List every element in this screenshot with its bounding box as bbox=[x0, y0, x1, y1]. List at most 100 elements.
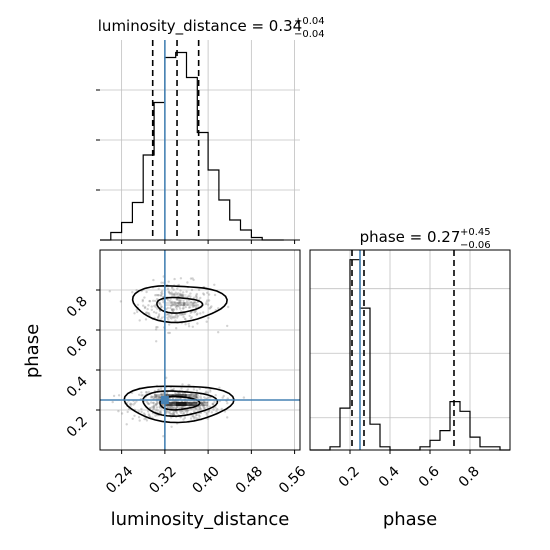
sample-point bbox=[182, 313, 185, 316]
sample-point bbox=[206, 391, 210, 394]
density-cell bbox=[175, 294, 187, 298]
sample-point bbox=[189, 417, 193, 420]
sample-point bbox=[201, 405, 205, 408]
sample-point bbox=[154, 403, 157, 406]
sample-point bbox=[148, 300, 152, 303]
sample-point bbox=[194, 408, 197, 411]
sample-point bbox=[171, 315, 174, 318]
sample-point bbox=[171, 293, 174, 296]
sample-point bbox=[171, 304, 174, 307]
sample-point bbox=[226, 416, 229, 419]
sample-point bbox=[204, 302, 208, 306]
title-plus: +0.04 bbox=[294, 16, 325, 27]
sample-point bbox=[182, 299, 185, 302]
sample-point bbox=[174, 315, 177, 318]
sample-point bbox=[170, 317, 173, 320]
sample-point bbox=[167, 313, 170, 316]
sample-point bbox=[226, 397, 229, 400]
sample-point bbox=[175, 316, 179, 319]
sample-point bbox=[172, 411, 176, 415]
sample-point bbox=[169, 306, 172, 310]
sample-point bbox=[152, 299, 155, 302]
contour-upper-outer bbox=[131, 284, 228, 324]
sample-point bbox=[160, 291, 163, 294]
histogram-step-line bbox=[100, 51, 284, 241]
sample-point bbox=[188, 314, 191, 318]
sample-point bbox=[155, 326, 158, 329]
sample-point bbox=[180, 313, 183, 316]
sample-point bbox=[175, 306, 178, 309]
title-minus: −0.04 bbox=[294, 29, 325, 40]
sample-point bbox=[144, 318, 148, 321]
sample-point bbox=[159, 410, 162, 413]
sample-point bbox=[155, 408, 158, 412]
sample-point bbox=[183, 302, 186, 306]
sample-point bbox=[144, 311, 148, 314]
sample-point bbox=[159, 392, 163, 396]
phase-histogram-panel: phase = 0.27 +0.45 −0.06 bbox=[309, 227, 511, 451]
sample-point bbox=[206, 303, 210, 306]
sample-point bbox=[194, 416, 197, 419]
sample-point bbox=[199, 312, 202, 315]
sample-point bbox=[155, 340, 158, 343]
sample-point bbox=[142, 412, 146, 415]
sample-point bbox=[168, 410, 171, 413]
x-tick-label-phase: 0.6 bbox=[416, 463, 443, 490]
panel-border bbox=[99, 249, 301, 451]
sample-point bbox=[173, 303, 176, 306]
contour-lower-mid bbox=[142, 390, 219, 418]
sample-point bbox=[198, 387, 201, 390]
sample-point bbox=[182, 418, 185, 421]
sample-point bbox=[177, 298, 180, 301]
sample-point bbox=[212, 402, 215, 405]
x-tick-label-phase: 0.8 bbox=[456, 464, 483, 491]
sample-point bbox=[220, 407, 223, 411]
sample-point bbox=[179, 301, 182, 304]
sample-point bbox=[173, 293, 177, 296]
sample-point bbox=[156, 294, 160, 297]
sample-point bbox=[150, 396, 154, 399]
y-tick-marks bbox=[96, 89, 300, 244]
sample-point bbox=[195, 389, 199, 392]
luminosity-distance-histogram-panel: luminosity_distance = 0.34 +0.04 −0.04 bbox=[96, 16, 325, 244]
sample-point bbox=[189, 295, 192, 298]
sample-point bbox=[157, 388, 160, 392]
density-cell bbox=[164, 402, 176, 406]
sample-point bbox=[196, 394, 200, 397]
sample-point bbox=[155, 394, 158, 397]
sample-point bbox=[197, 408, 200, 411]
sample-point bbox=[150, 305, 153, 308]
title-main: phase = 0.27 bbox=[360, 228, 461, 246]
sample-point bbox=[189, 317, 193, 320]
sample-point bbox=[179, 277, 183, 280]
density-cell bbox=[175, 302, 187, 306]
histogram-title: luminosity_distance = 0.34 bbox=[98, 17, 302, 36]
sample-point bbox=[193, 311, 196, 314]
sample-point bbox=[191, 325, 194, 328]
sample-point bbox=[193, 417, 196, 420]
sample-point bbox=[195, 305, 198, 308]
sample-point bbox=[182, 302, 186, 305]
sample-point bbox=[184, 410, 187, 413]
sample-point bbox=[138, 319, 141, 322]
sample-point bbox=[201, 403, 204, 407]
title-minus: −0.06 bbox=[460, 240, 491, 251]
sample-point bbox=[157, 314, 161, 318]
sample-point bbox=[178, 406, 182, 409]
sample-point bbox=[158, 410, 161, 414]
sample-point bbox=[169, 316, 172, 319]
sample-point bbox=[131, 417, 134, 420]
sample-point bbox=[147, 413, 150, 416]
sample-point bbox=[162, 295, 165, 299]
sample-point bbox=[186, 409, 189, 413]
sample-point bbox=[179, 299, 182, 303]
sample-point bbox=[178, 300, 181, 303]
sample-point bbox=[171, 308, 174, 311]
sample-point bbox=[196, 303, 200, 307]
sample-point bbox=[157, 388, 161, 391]
sample-point bbox=[179, 303, 183, 306]
sample-point bbox=[190, 288, 194, 292]
sample-point bbox=[223, 410, 227, 413]
x-tick-label-luminosity: 0.32 bbox=[146, 464, 179, 497]
sample-point bbox=[178, 299, 181, 303]
